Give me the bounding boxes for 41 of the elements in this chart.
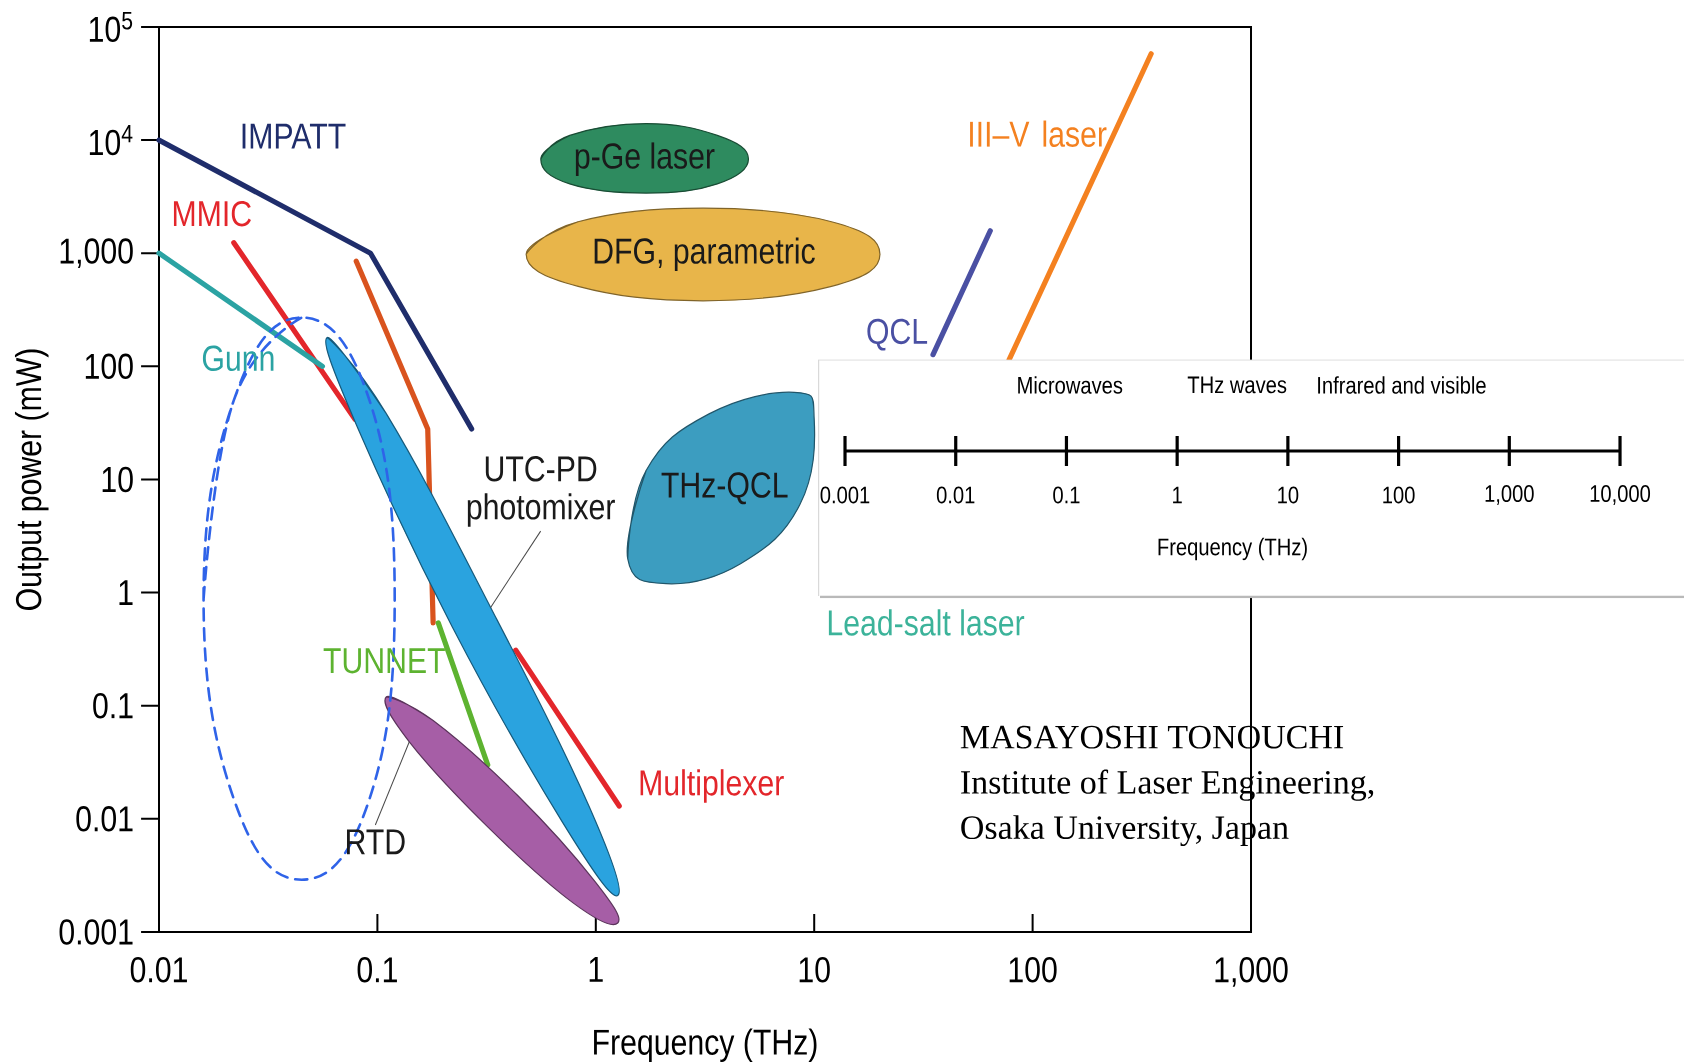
y-tick-label: 100 bbox=[85, 353, 133, 380]
text: 10,000 bbox=[1590, 485, 1651, 505]
series-label: UTC-PD photomixer bbox=[467, 456, 615, 527]
y-axis-title: Output power (mW) bbox=[14, 349, 49, 610]
text: 100 bbox=[1383, 486, 1415, 504]
y-tick-label: 10$^{4}$ bbox=[89, 125, 133, 156]
series-label: TUNNET bbox=[323, 648, 445, 674]
x-tick-label: 10 bbox=[799, 957, 830, 983]
annotation: Microwaves bbox=[1018, 376, 1123, 394]
y-tick-label: 1 bbox=[119, 580, 133, 605]
series-label: RTD bbox=[346, 829, 405, 855]
series-label: DFG, parametric bbox=[594, 237, 815, 271]
x-tick-label: 1,000 bbox=[1215, 957, 1288, 987]
y-tick-label: 1,000 bbox=[60, 238, 133, 269]
series-label: IMPATT bbox=[242, 123, 346, 149]
series-label: III–V laser bbox=[970, 120, 1107, 147]
series-label: THz-QCL bbox=[661, 472, 788, 505]
x-tick-label: 0.01 bbox=[130, 957, 187, 983]
annotation: 0.001 bbox=[820, 486, 870, 504]
series-label: Multiplexer bbox=[640, 769, 784, 803]
x-tick-label: 1 bbox=[589, 957, 603, 982]
series-label: p-Ge laser bbox=[575, 142, 715, 176]
annotation: 0.1 bbox=[1053, 486, 1080, 504]
series-label: MMIC bbox=[173, 200, 251, 227]
x-axis-title: Frequency (THz) bbox=[594, 1028, 817, 1063]
x-tick-label: 100 bbox=[1009, 957, 1057, 983]
text: 1,000 bbox=[1485, 485, 1534, 505]
text: Infrared and visible bbox=[1318, 376, 1486, 394]
annotation: THz waves bbox=[1187, 376, 1287, 394]
y-tick-label: 0.1 bbox=[93, 692, 133, 719]
series-label: QCL bbox=[867, 318, 928, 351]
annotation: 1 bbox=[1173, 486, 1182, 504]
text: Frequency (THz) bbox=[1158, 537, 1307, 561]
y-tick-label: 10$^{5}$ bbox=[89, 11, 133, 43]
x-tick-label: 0.1 bbox=[357, 957, 397, 983]
annotation: Lead-salt laser bbox=[828, 609, 1025, 636]
annotation: 0.01 bbox=[936, 486, 975, 504]
text: 10 bbox=[1278, 486, 1299, 504]
y-tick-label: 10 bbox=[102, 466, 133, 493]
y-tick-label: 0.001 bbox=[59, 919, 133, 945]
y-tick-label: 0.01 bbox=[76, 806, 133, 832]
